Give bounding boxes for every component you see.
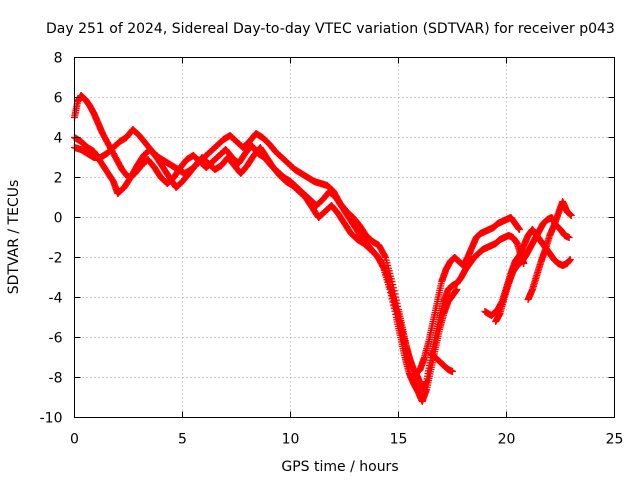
y-tick-label: -4: [49, 291, 63, 307]
data-point: [515, 226, 523, 233]
data-point: [389, 301, 397, 309]
data-point: [381, 252, 389, 260]
y-tick-label: -8: [49, 371, 63, 387]
data-point: [392, 296, 400, 304]
series-track-g: [524, 198, 575, 303]
data-point: [387, 289, 395, 297]
series-track-d: [427, 350, 456, 375]
x-tick-label: 0: [70, 432, 79, 448]
y-tick-label: 2: [54, 171, 63, 187]
data-point: [389, 298, 397, 306]
y-tick-label: -10: [40, 411, 63, 427]
data-point: [388, 278, 396, 285]
y-axis-label: SDTVAR / TECUs: [6, 180, 22, 295]
data-marks: [71, 92, 575, 405]
data-point: [387, 292, 395, 300]
data-point: [391, 290, 399, 298]
chart-title: Day 251 of 2024, Sidereal Day-to-day VTE…: [46, 21, 615, 37]
data-point: [379, 262, 387, 270]
y-tick-label: 0: [54, 211, 63, 227]
data-point: [389, 284, 397, 292]
plot-frame: [74, 57, 615, 418]
data-point: [453, 286, 461, 293]
y-tick-label: -2: [49, 251, 63, 267]
data-point: [449, 368, 456, 375]
series-track-a: [71, 92, 528, 393]
x-tick-label: 15: [390, 432, 408, 448]
data-point: [392, 310, 400, 318]
x-axis-label: GPS time / hours: [281, 459, 398, 475]
y-tick-label: 4: [54, 131, 63, 147]
x-tick-label: 5: [178, 432, 187, 448]
y-tick-label: 8: [54, 51, 63, 67]
y-tick-label: 6: [54, 91, 63, 107]
data-point: [565, 234, 573, 241]
series-track-e: [481, 226, 574, 319]
data-point: [393, 299, 401, 307]
data-point: [388, 295, 396, 303]
data-point: [391, 307, 399, 315]
data-point: [566, 256, 574, 263]
x-tick-label: 25: [606, 432, 624, 448]
data-point: [394, 302, 402, 310]
series-track-f: [492, 214, 573, 325]
data-point: [390, 304, 398, 312]
axis-ticks: 0 5 10 15 20 25 -10 -8 -6 -4 -2 0 2 4 6 8: [40, 51, 624, 448]
data-point: [390, 287, 398, 295]
data-point: [392, 293, 400, 301]
series-track-c: [71, 134, 461, 405]
x-tick-label: 10: [282, 432, 300, 448]
data-point: [386, 286, 394, 293]
y-tick-label: -6: [49, 331, 63, 347]
data-point: [567, 212, 575, 219]
x-tick-label: 20: [498, 432, 516, 448]
